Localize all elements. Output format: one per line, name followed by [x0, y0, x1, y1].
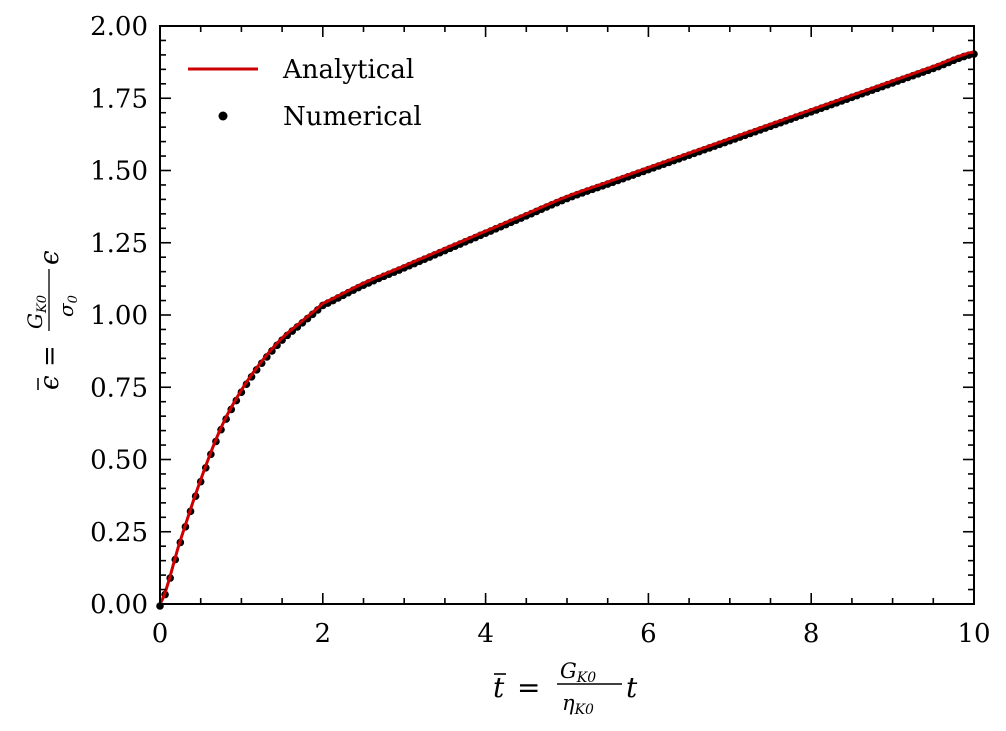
- y-tick-label: 1.50: [90, 157, 148, 187]
- y-tick-label: 1.25: [90, 229, 148, 259]
- svg-text:GK0: GK0: [23, 295, 50, 329]
- x-tick-label: 0: [152, 619, 169, 649]
- x-tick-label: 2: [315, 619, 332, 649]
- x-tick-label: 8: [803, 619, 820, 649]
- x-axis-label: t = GK0 ηK0 t: [493, 659, 638, 718]
- plot-frame: [159, 25, 975, 605]
- svg-text:ϵ: ϵ: [35, 250, 65, 265]
- series-numerical: [156, 50, 978, 610]
- x-tick-label: 10: [957, 619, 990, 649]
- y-axis-label: ϵ = GK0 σ0 ϵ: [23, 250, 81, 390]
- svg-text:t: t: [626, 671, 638, 704]
- y-tick-label: 2.00: [90, 12, 148, 42]
- plot-area: [156, 50, 978, 610]
- y-tick-label: 0.50: [90, 446, 148, 476]
- y-tick-label: 0.75: [90, 373, 148, 403]
- svg-text:ηK0: ηK0: [562, 691, 594, 718]
- svg-text:=: =: [517, 671, 540, 704]
- y-tick-label: 0.25: [90, 518, 148, 548]
- y-tick-label: 1.00: [90, 301, 148, 331]
- legend: Analytical Numerical: [188, 55, 422, 132]
- svg-text:σ0: σ0: [54, 295, 81, 317]
- x-tick-label: 6: [640, 619, 657, 649]
- svg-text:ϵ: ϵ: [35, 375, 65, 390]
- y-tick-label: 0.00: [90, 590, 148, 620]
- legend-numerical-label: Numerical: [283, 102, 422, 132]
- svg-text:GK0: GK0: [560, 659, 596, 686]
- legend-numerical-swatch: [218, 111, 228, 121]
- legend-analytical-label: Analytical: [282, 55, 414, 85]
- svg-text:=: =: [35, 345, 65, 367]
- tick-labels: 0 2 4 6 8 10 0.00 0.25 0.50 0.75 1.00 1.25 1.50 1.75 2…: [90, 12, 990, 649]
- series-analytical: [158, 50, 975, 605]
- y-tick-label: 1.75: [90, 84, 148, 114]
- svg-text:t: t: [493, 671, 505, 704]
- x-tick-label: 4: [477, 619, 494, 649]
